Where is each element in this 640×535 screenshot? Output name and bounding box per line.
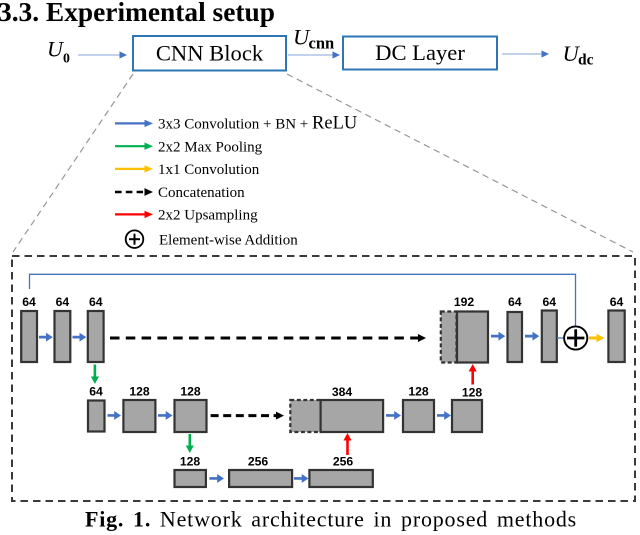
svg-text:U: U bbox=[563, 41, 581, 66]
svg-text:128: 128 bbox=[180, 385, 201, 399]
svg-text:dc: dc bbox=[578, 52, 594, 69]
svg-text:128: 128 bbox=[462, 386, 483, 400]
svg-text:2x2 Max Pooling: 2x2 Max Pooling bbox=[158, 139, 263, 155]
svg-text:64: 64 bbox=[610, 295, 624, 309]
svg-text:1x1 Convolution: 1x1 Convolution bbox=[158, 162, 260, 178]
svg-text:128: 128 bbox=[408, 385, 429, 399]
svg-text:3x3 Convolution + BN + ReLU: 3x3 Convolution + BN + ReLU bbox=[158, 114, 357, 134]
svg-text:3.3. Experimental setup: 3.3. Experimental setup bbox=[0, 0, 275, 27]
svg-text:Fig. 1. Network architecture i: Fig. 1. Network architecture in proposed… bbox=[85, 507, 577, 532]
svg-text:128: 128 bbox=[129, 385, 150, 399]
svg-text:384: 384 bbox=[332, 385, 353, 399]
svg-text:2x2 Upsampling: 2x2 Upsampling bbox=[158, 208, 258, 224]
svg-text:CNN Block: CNN Block bbox=[156, 41, 264, 66]
svg-text:64: 64 bbox=[508, 295, 522, 309]
svg-text:U: U bbox=[47, 36, 65, 61]
svg-text:64: 64 bbox=[22, 295, 36, 309]
svg-text:64: 64 bbox=[543, 295, 557, 309]
svg-text:256: 256 bbox=[333, 455, 354, 469]
svg-text:U: U bbox=[293, 25, 311, 50]
svg-text:64: 64 bbox=[89, 295, 103, 309]
svg-text:DC Layer: DC Layer bbox=[375, 40, 465, 65]
svg-text:cnn: cnn bbox=[309, 34, 335, 53]
svg-text:Concatenation: Concatenation bbox=[158, 185, 245, 201]
svg-text:Element-wise Addition: Element-wise Addition bbox=[159, 232, 298, 248]
svg-text:64: 64 bbox=[89, 385, 103, 399]
svg-text:192: 192 bbox=[454, 295, 475, 309]
svg-text:256: 256 bbox=[248, 455, 269, 469]
svg-text:64: 64 bbox=[56, 295, 70, 309]
svg-text:128: 128 bbox=[180, 455, 201, 469]
svg-text:0: 0 bbox=[63, 50, 70, 65]
